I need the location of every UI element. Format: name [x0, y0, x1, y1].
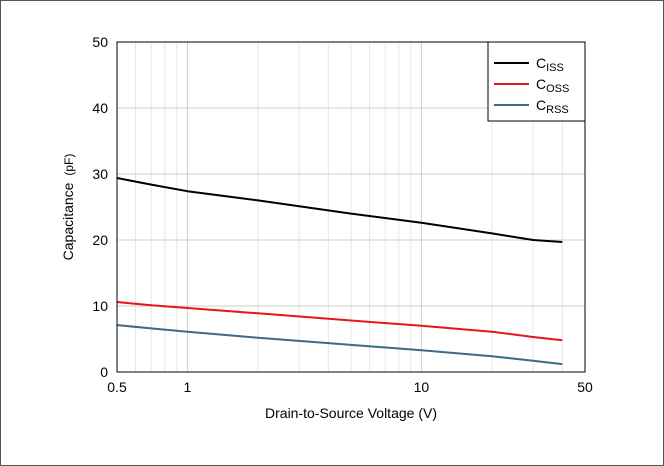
x-tick-label: 10 — [414, 379, 430, 395]
x-tick-label: 0.5 — [107, 379, 127, 395]
y-tick-label: 30 — [92, 166, 108, 182]
legend-box — [487, 41, 586, 122]
y-tick-label: 10 — [92, 298, 108, 314]
series-lines — [116, 177, 563, 366]
grid — [117, 42, 585, 372]
x-tick-label: 1 — [184, 379, 192, 395]
legend-items: CISS COSS CRSS — [494, 55, 569, 116]
series-line-oss — [116, 301, 563, 342]
plot-area-border — [116, 41, 586, 373]
series-line-iss — [116, 177, 563, 243]
x-axis-title: Drain-to-Source Voltage (V) — [265, 405, 437, 421]
legend-label-oss: COSS — [536, 76, 569, 95]
y-axis-title-main: Capacitance — [60, 182, 76, 260]
legend-label-iss: CISS — [536, 55, 564, 74]
legend: CISS COSS CRSS — [487, 41, 586, 122]
series-line-rss — [116, 324, 563, 366]
y-tick-label: 0 — [100, 364, 108, 380]
tick-labels: 0.5 1 10 50 0 10 20 30 40 50 — [92, 34, 593, 395]
x-tick-label: 50 — [577, 379, 593, 395]
y-axis-title: Capacitance (pF) — [60, 154, 76, 261]
y-tick-label: 20 — [92, 232, 108, 248]
y-tick-label: 40 — [92, 100, 108, 116]
y-tick-label: 50 — [92, 34, 108, 50]
y-axis-title-unit: (pF) — [62, 154, 76, 176]
legend-label-rss: CRSS — [536, 97, 569, 116]
